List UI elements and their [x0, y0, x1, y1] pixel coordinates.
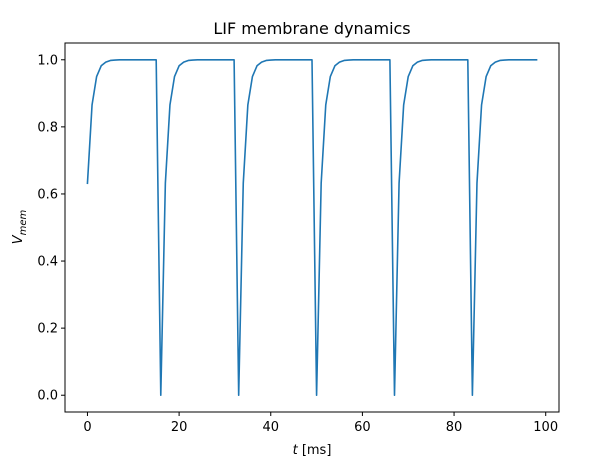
x-axis-variable: t: [293, 443, 299, 458]
series-line: [86, 58, 538, 397]
y-axis: 0.0 0.2 0.4 0.6 0.8 1.0: [37, 53, 65, 404]
x-tick-label: 60: [354, 420, 371, 435]
plot-area: [86, 58, 538, 397]
y-tick-label: 0.8: [37, 120, 58, 135]
x-axis-label: t [ms]: [293, 443, 332, 458]
y-tick-label: 0.2: [37, 322, 58, 337]
y-tick-label: 1.0: [37, 53, 58, 68]
x-tick-label: 40: [262, 420, 279, 435]
chart-title: LIF membrane dynamics: [213, 19, 410, 38]
y-axis-variable: V: [11, 234, 26, 244]
x-tick-label: 0: [83, 420, 91, 435]
x-axis: 0 20 40 60 80 100: [83, 412, 558, 435]
x-tick-label: 80: [446, 420, 463, 435]
plot-frame: [64, 42, 560, 413]
x-axis-unit: [ms]: [298, 443, 332, 458]
x-tick-label: 100: [533, 420, 558, 435]
y-axis-label: Vmem: [11, 209, 29, 244]
y-axis-subscript: mem: [18, 209, 29, 235]
y-tick-label: 0.4: [37, 255, 58, 270]
x-tick-label: 20: [171, 420, 188, 435]
y-tick-label: 0.6: [37, 187, 58, 202]
y-tick-label: 0.0: [37, 389, 58, 404]
